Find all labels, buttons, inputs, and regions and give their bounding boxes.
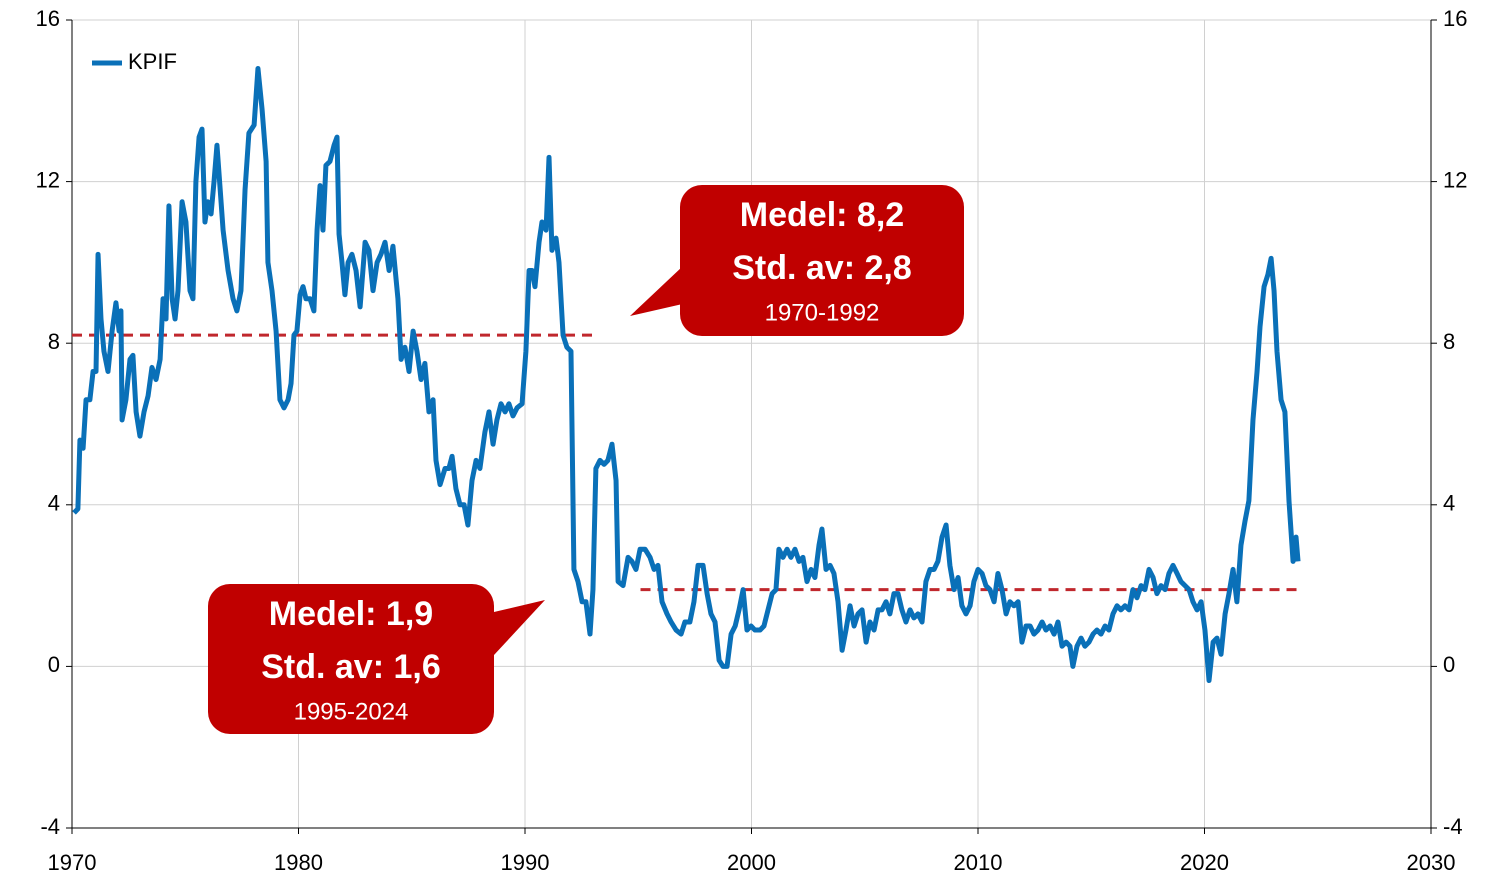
y-tick-label: 12	[36, 167, 60, 192]
callout-pointer	[630, 250, 700, 316]
y2-tick-label: -4	[1443, 814, 1463, 839]
callout: Medel: 8,2 Std. av: 2,8 1970-1992	[630, 185, 964, 336]
legend-label: KPIF	[128, 49, 177, 74]
callout-text: 1995-2024	[294, 698, 409, 725]
callout: Medel: 1,9 Std. av: 1,6 1995-2024	[208, 584, 545, 734]
y-tick-label: -4	[40, 814, 60, 839]
callout-text: Std. av: 2,8	[732, 249, 912, 287]
x-tick-label: 2010	[954, 850, 1003, 875]
y-tick-label: 0	[48, 652, 60, 677]
x-tick-label: 2000	[727, 850, 776, 875]
callout-box	[680, 185, 964, 336]
y-tick-label: 16	[36, 6, 60, 31]
callout-pointer	[494, 600, 545, 655]
y-tick-label: 8	[48, 329, 60, 354]
callout-text: Std. av: 1,6	[261, 648, 441, 686]
y2-tick-label: 16	[1443, 6, 1467, 31]
series-line	[72, 65, 1301, 684]
callout-box	[208, 584, 494, 734]
y2-tick-label: 12	[1443, 167, 1467, 192]
callout-text: Medel: 1,9	[269, 595, 433, 633]
callout-text: 1970-1992	[765, 299, 880, 326]
x-tick-label: 1990	[501, 850, 550, 875]
x-tick-label: 2030	[1407, 850, 1456, 875]
y2-tick-label: 4	[1443, 491, 1455, 516]
y2-tick-label: 0	[1443, 652, 1455, 677]
x-tick-label: 1970	[48, 850, 97, 875]
x-tick-label: 2020	[1180, 850, 1229, 875]
y2-tick-label: 8	[1443, 329, 1455, 354]
callout-text: Medel: 8,2	[740, 196, 904, 234]
x-tick-label: 1980	[274, 850, 323, 875]
y-tick-label: 4	[48, 491, 60, 516]
